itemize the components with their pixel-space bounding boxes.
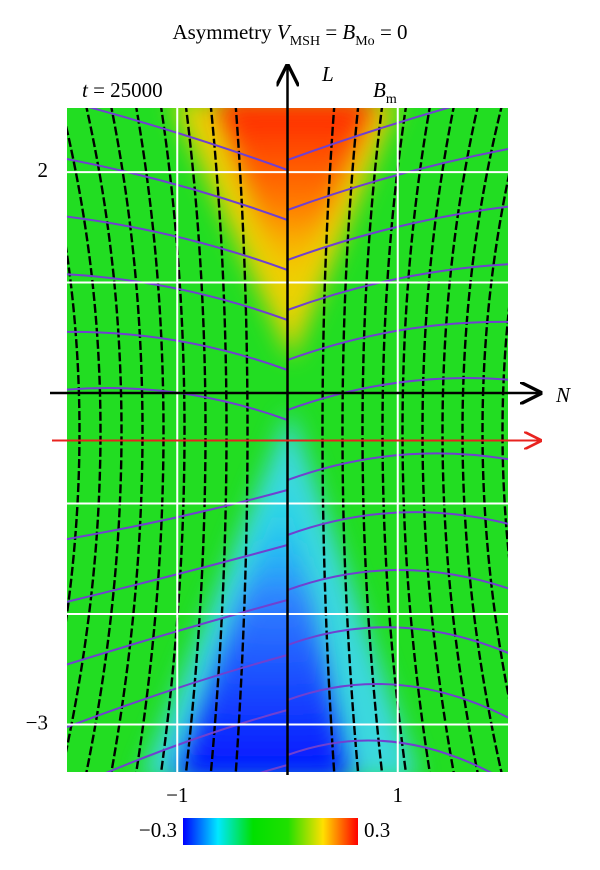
contour xyxy=(341,108,360,772)
contour xyxy=(287,205,508,261)
contour xyxy=(110,108,144,772)
contour xyxy=(67,157,288,221)
contour xyxy=(287,739,492,772)
text-part: m xyxy=(386,92,397,107)
contour xyxy=(287,452,508,481)
y-tick-label: −3 xyxy=(26,710,48,734)
contour xyxy=(184,108,207,772)
colorbar xyxy=(183,818,358,845)
text-part: Mo xyxy=(355,34,374,49)
y-tick-label: 2 xyxy=(38,158,49,182)
x-tick-label: 1 xyxy=(393,783,404,807)
contour xyxy=(441,108,479,772)
contour xyxy=(287,626,508,655)
text-part: = 25000 xyxy=(88,78,163,102)
contour xyxy=(287,377,508,411)
contour xyxy=(88,108,288,171)
contour xyxy=(0,103,38,777)
contour xyxy=(287,511,508,536)
contour xyxy=(67,215,288,271)
annotation: t = 25000 xyxy=(82,78,163,102)
contour xyxy=(421,108,455,772)
contour xyxy=(287,683,508,719)
contour xyxy=(461,108,503,772)
contour xyxy=(287,108,451,161)
text-part: MSH xyxy=(290,34,320,49)
contour xyxy=(67,246,81,623)
text-part: = 0 xyxy=(375,20,408,44)
contour xyxy=(67,330,288,371)
contour xyxy=(287,320,508,361)
contour xyxy=(67,273,288,321)
contour xyxy=(361,108,384,772)
colorbar-tick-label: −0.3 xyxy=(139,818,177,842)
contour xyxy=(234,108,249,772)
contour xyxy=(321,108,336,772)
contour xyxy=(209,108,228,772)
contour xyxy=(287,147,508,211)
text-part: V xyxy=(277,20,292,44)
text-part: = xyxy=(320,20,342,44)
contour xyxy=(67,599,288,666)
contour xyxy=(85,108,123,772)
contour xyxy=(287,569,508,591)
contour xyxy=(67,489,288,541)
contour xyxy=(287,263,508,311)
contour xyxy=(67,124,102,753)
colorbar-tick-label: 0.3 xyxy=(364,818,390,842)
contour xyxy=(381,108,408,772)
contour xyxy=(67,544,288,603)
contour xyxy=(105,709,288,772)
contour xyxy=(135,108,165,772)
contour xyxy=(159,108,186,772)
text-part: Asymmetry xyxy=(172,20,276,44)
contour xyxy=(401,108,431,772)
contour xyxy=(67,654,288,729)
contour xyxy=(481,174,508,700)
text-part: B xyxy=(373,78,386,102)
chart-title: Asymmetry VMSH = BMo = 0 xyxy=(172,20,407,49)
text-part: t xyxy=(82,78,89,102)
field-label: Bm xyxy=(373,78,397,107)
y-axis-label: L xyxy=(321,62,334,86)
text-part: B xyxy=(342,20,355,44)
x-tick-label: −1 xyxy=(166,783,188,807)
x-axis-label: N xyxy=(555,383,571,407)
contour xyxy=(11,103,59,777)
